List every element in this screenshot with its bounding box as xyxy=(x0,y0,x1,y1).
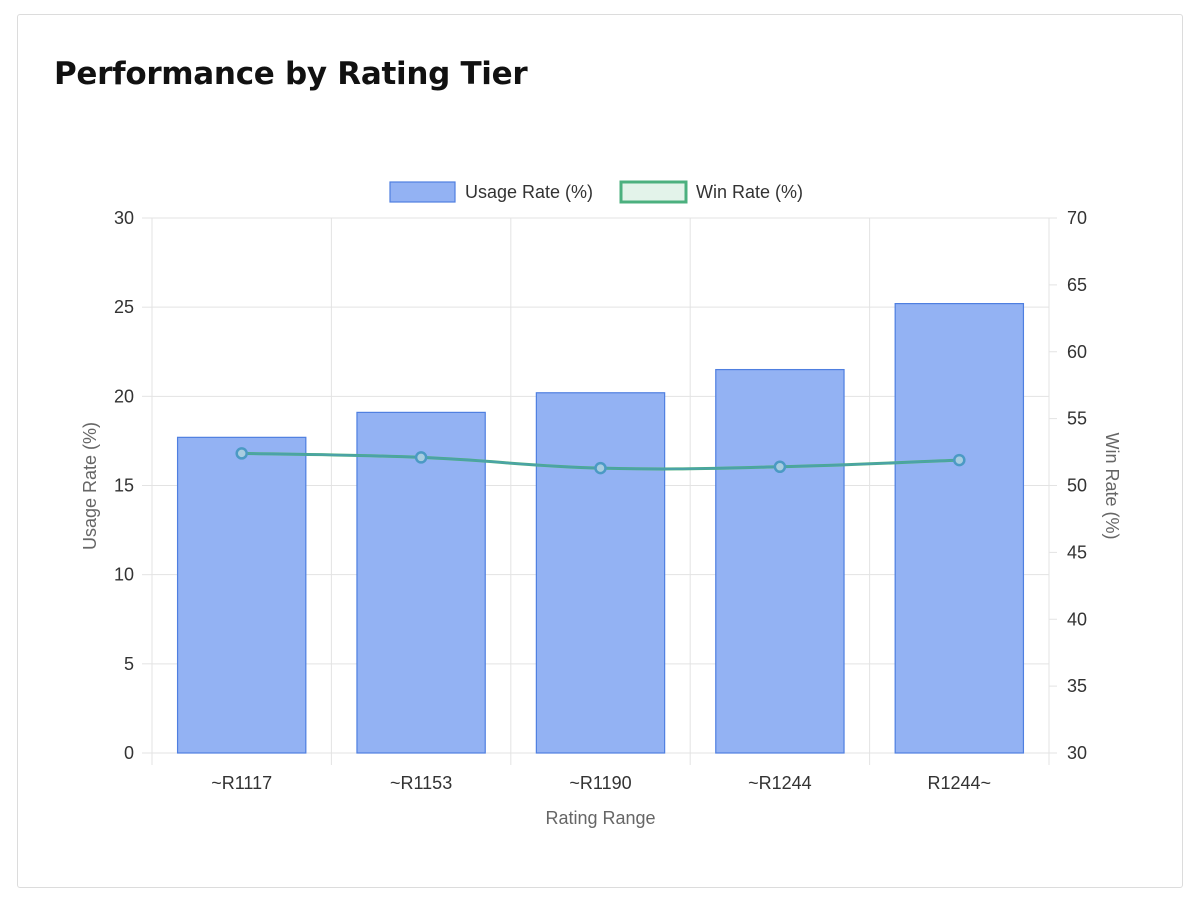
y2-tick-label: 40 xyxy=(1067,609,1087,629)
bar-usage-rate[interactable] xyxy=(356,411,486,754)
point-win-rate[interactable] xyxy=(773,460,787,474)
y-axis-title: Usage Rate (%) xyxy=(80,422,100,550)
y2-tick-label: 70 xyxy=(1067,208,1087,228)
point-win-rate[interactable] xyxy=(953,453,966,467)
y-tick-label: 0 xyxy=(124,743,134,763)
y-tick-label: 10 xyxy=(114,565,134,585)
x-tick-label: ~R1153 xyxy=(390,773,452,793)
y-tick-label: 5 xyxy=(124,654,134,674)
point-win-rate[interactable] xyxy=(414,451,428,464)
y-tick-label: 15 xyxy=(114,476,134,496)
page-title: Performance by Rating Tier xyxy=(54,56,528,92)
y2-tick-label: 50 xyxy=(1067,476,1087,496)
bar-usage-rate[interactable] xyxy=(176,436,307,754)
x-tick-label: ~R1117 xyxy=(211,773,272,793)
y-tick-label: 30 xyxy=(114,208,134,228)
y2-tick-label: 60 xyxy=(1067,342,1087,362)
x-tick-label: ~R1244 xyxy=(748,773,812,793)
y2-axis-title: Win Rate (%) xyxy=(1102,432,1122,539)
y2-tick-label: 65 xyxy=(1067,275,1087,295)
y2-tick-label: 45 xyxy=(1067,542,1087,562)
x-axis-title: Rating Range xyxy=(545,808,655,828)
point-win-rate[interactable] xyxy=(594,461,607,475)
bar-usage-rate[interactable] xyxy=(894,303,1025,754)
y2-tick-label: 30 xyxy=(1067,743,1087,763)
y-tick-label: 25 xyxy=(114,297,134,317)
legend-swatch-win-rate[interactable] xyxy=(619,180,688,204)
y2-tick-label: 35 xyxy=(1067,676,1087,696)
x-tick-label: R1244~ xyxy=(928,773,992,793)
bar-usage-rate[interactable] xyxy=(535,392,666,754)
legend-label-win-rate: Win Rate (%) xyxy=(696,182,803,202)
bar-usage-rate[interactable] xyxy=(715,368,845,754)
x-tick-label: ~R1190 xyxy=(569,773,631,793)
point-win-rate[interactable] xyxy=(235,447,248,460)
legend-label-usage-rate: Usage Rate (%) xyxy=(465,182,593,202)
legend-swatch-usage-rate[interactable] xyxy=(389,181,456,203)
y2-tick-label: 55 xyxy=(1067,409,1087,429)
y-tick-label: 20 xyxy=(114,386,134,406)
